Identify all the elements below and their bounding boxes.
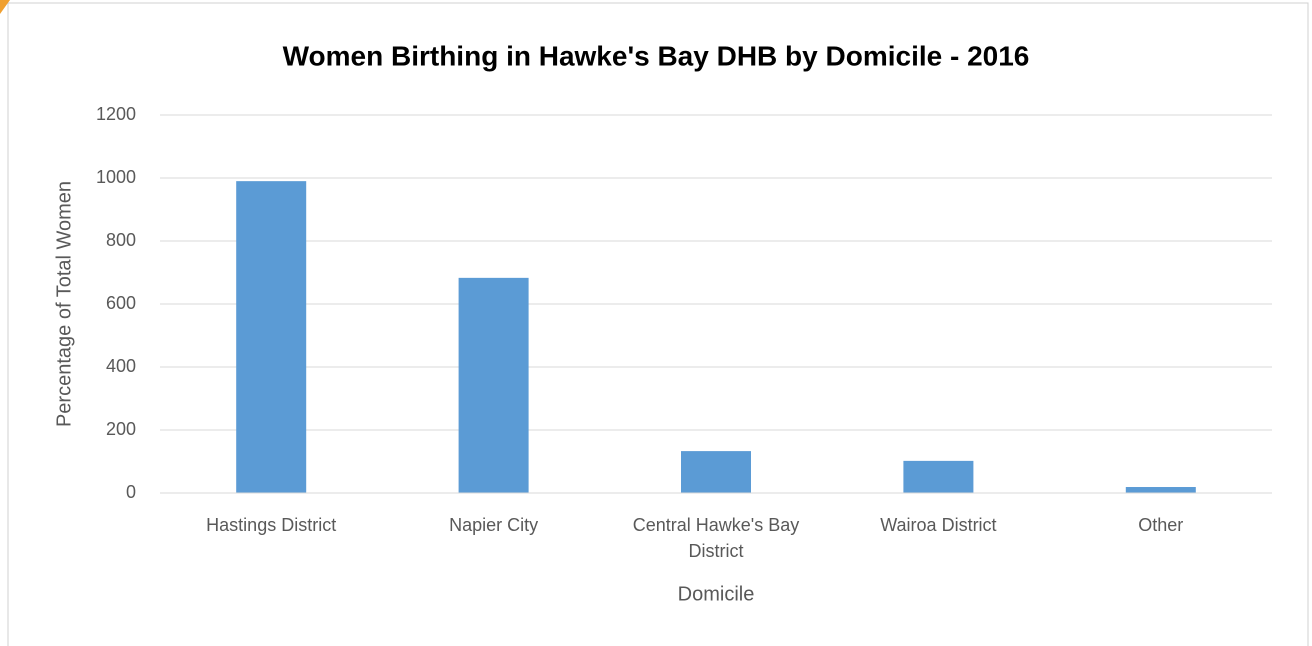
bar: [681, 451, 751, 493]
y-tick-label: 600: [106, 293, 136, 313]
x-tick-label: Central Hawke's Bay District: [633, 515, 800, 561]
x-tick-label: Hastings District: [206, 515, 336, 535]
x-tick-label: Other: [1138, 515, 1183, 535]
chart-frame: [7, 2, 1309, 646]
x-axis-title: Domicile: [678, 583, 755, 605]
y-tick-label: 0: [126, 482, 136, 502]
corner-accent: [0, 0, 10, 14]
y-tick-label: 800: [106, 230, 136, 250]
y-tick-label: 1200: [96, 104, 136, 124]
x-tick-label: Wairoa District: [880, 515, 996, 535]
bar: [458, 277, 529, 493]
chart-title: Women Birthing in Hawke's Bay DHB by Dom…: [283, 40, 1030, 71]
y-tick-label: 1000: [96, 167, 136, 187]
x-tick-label: Napier City: [449, 515, 538, 535]
y-tick-label: 200: [106, 419, 136, 439]
y-axis-title: Percentage of Total Women: [53, 181, 75, 427]
y-tick-label: 400: [106, 356, 136, 376]
bar: [1125, 487, 1196, 493]
bar: [236, 181, 307, 493]
bar: [903, 460, 974, 493]
